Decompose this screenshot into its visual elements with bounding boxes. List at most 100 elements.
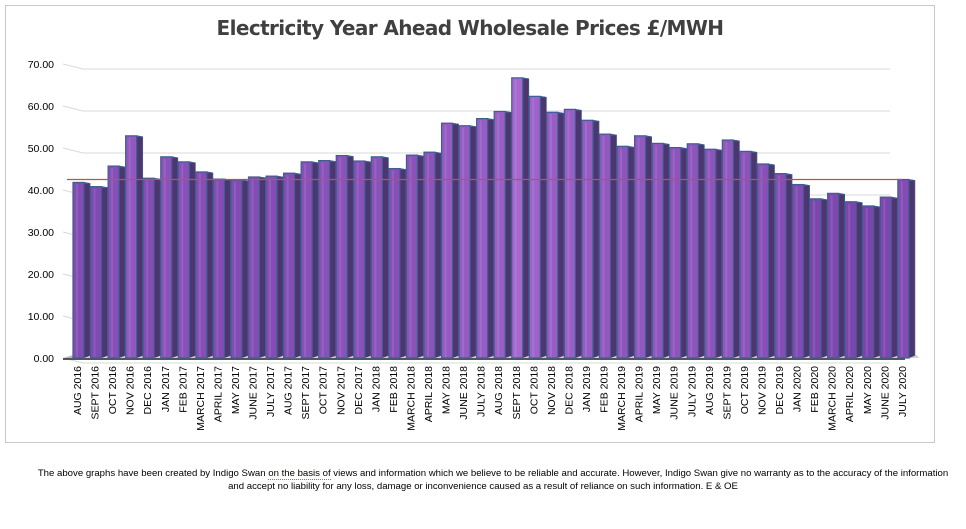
bar-highlight <box>813 200 816 357</box>
bar-side <box>873 205 881 359</box>
bar-front <box>160 156 173 359</box>
bar-front <box>598 133 612 359</box>
x-tick-label: SEPT 2018 <box>511 366 523 420</box>
x-tick-label: DEC 2018 <box>563 366 575 415</box>
x-tick-label: OCT 2019 <box>739 366 751 414</box>
bar-side <box>153 177 161 359</box>
bar-side <box>487 118 495 359</box>
bar-side <box>522 77 530 359</box>
bar-side <box>820 198 828 359</box>
x-tick-label: NOV 2017 <box>335 366 347 415</box>
bar-side <box>294 172 302 359</box>
bar <box>353 160 375 359</box>
bar-front <box>774 173 787 359</box>
bar-front <box>704 148 717 359</box>
disclaimer: The above graphs have been created by In… <box>0 467 966 493</box>
bar-highlight <box>356 163 359 357</box>
bar-highlight <box>742 153 745 357</box>
bar <box>370 156 393 359</box>
x-tick-label: SEPT 2017 <box>300 366 312 420</box>
x-tick-label: DEC 2016 <box>142 366 154 415</box>
x-tick-label: NOV 2018 <box>546 366 558 415</box>
x-tick-label: NOV 2016 <box>125 366 137 415</box>
bar <box>125 135 147 359</box>
bar-highlight <box>848 203 851 357</box>
bar-highlight <box>76 184 78 357</box>
bar-side <box>259 176 266 359</box>
bar <box>458 125 481 359</box>
x-tick-label: SEPT 2019 <box>721 366 733 420</box>
bar-side <box>188 161 196 359</box>
x-axis-ticks: AUG 2016 SEPT 2016 OCT 2016 NOV 2016 DEC 201… <box>72 366 909 431</box>
gridline <box>62 63 890 70</box>
bar-highlight <box>883 199 886 357</box>
y-tick-label: 50.00 <box>28 143 54 155</box>
bar-side <box>118 165 126 359</box>
bar-side <box>908 179 916 359</box>
bar-side <box>575 108 582 359</box>
bar-highlight <box>444 125 447 357</box>
x-tick-label: JUNE 2017 <box>248 366 260 420</box>
bar-highlight <box>391 170 394 357</box>
bar <box>704 148 726 359</box>
bar <box>721 139 744 359</box>
bar-side <box>732 139 740 359</box>
x-tick-label: MARCH 2018 <box>405 366 417 431</box>
bar-side <box>399 168 407 359</box>
y-tick-label: 30.00 <box>28 227 54 239</box>
x-tick-label: MARCH 2017 <box>195 366 207 431</box>
bar <box>651 142 674 359</box>
bar-side <box>803 184 810 359</box>
x-tick-label: MARCH 2019 <box>616 366 628 431</box>
gridline <box>62 105 890 112</box>
x-tick-label: DEC 2019 <box>774 366 786 415</box>
bar-front <box>300 161 313 359</box>
bar-highlight <box>233 181 236 357</box>
bar-highlight <box>514 79 517 358</box>
bar-highlight <box>462 127 465 358</box>
bar <box>827 192 849 359</box>
bar-side <box>768 163 775 359</box>
bar-side <box>715 148 723 359</box>
bar-side <box>855 201 863 359</box>
bar-side <box>136 135 144 359</box>
bar-side <box>311 161 319 359</box>
bar-highlight <box>725 142 728 357</box>
x-tick-label: AUG 2017 <box>283 366 295 415</box>
bar <box>616 145 639 359</box>
bar-highlight <box>269 178 272 357</box>
x-tick-label: OCT 2018 <box>528 366 540 414</box>
disclaimer-flagged-phrase: on the basis of <box>268 468 331 480</box>
bar-side <box>504 110 512 359</box>
bar-front <box>844 201 857 359</box>
bar-highlight <box>181 163 184 357</box>
bar-front <box>862 205 875 359</box>
bar-highlight <box>93 188 96 357</box>
bar <box>546 111 568 359</box>
x-tick-label: AUG 2016 <box>72 366 84 415</box>
bar-highlight <box>707 151 710 357</box>
bar-highlight <box>216 181 219 357</box>
bar <box>879 196 902 359</box>
bar <box>844 201 867 359</box>
bar <box>897 178 919 359</box>
bar <box>107 165 130 359</box>
bar <box>511 77 533 359</box>
x-tick-label: OCT 2017 <box>318 366 330 414</box>
bar-highlight <box>146 180 149 357</box>
bar-front <box>318 160 331 359</box>
bar-front <box>827 192 840 359</box>
bar-side <box>469 125 477 359</box>
bar-front <box>247 176 261 359</box>
bar-highlight <box>339 157 342 357</box>
bar-highlight <box>549 114 552 357</box>
bar-front <box>405 154 419 359</box>
x-tick-label: AUG 2018 <box>493 366 505 415</box>
bar-front <box>791 183 805 359</box>
bar-front <box>809 198 822 359</box>
bar-highlight <box>655 145 658 357</box>
bar-front <box>72 181 85 359</box>
x-tick-label: DEC 2017 <box>353 366 365 415</box>
bar-front <box>686 143 699 359</box>
x-tick-label: JULY 2019 <box>686 366 698 417</box>
